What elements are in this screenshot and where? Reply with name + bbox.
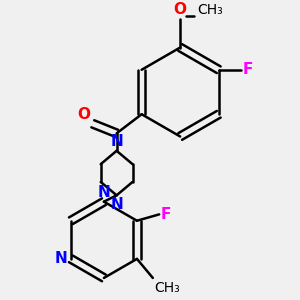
Text: O: O (174, 2, 187, 17)
Text: N: N (110, 197, 123, 212)
Text: CH₃: CH₃ (198, 3, 224, 17)
Text: N: N (110, 134, 123, 149)
Text: N: N (98, 185, 110, 200)
Text: F: F (161, 207, 171, 222)
Text: N: N (55, 251, 68, 266)
Text: F: F (243, 62, 253, 77)
Text: O: O (77, 107, 90, 122)
Text: CH₃: CH₃ (154, 281, 180, 295)
